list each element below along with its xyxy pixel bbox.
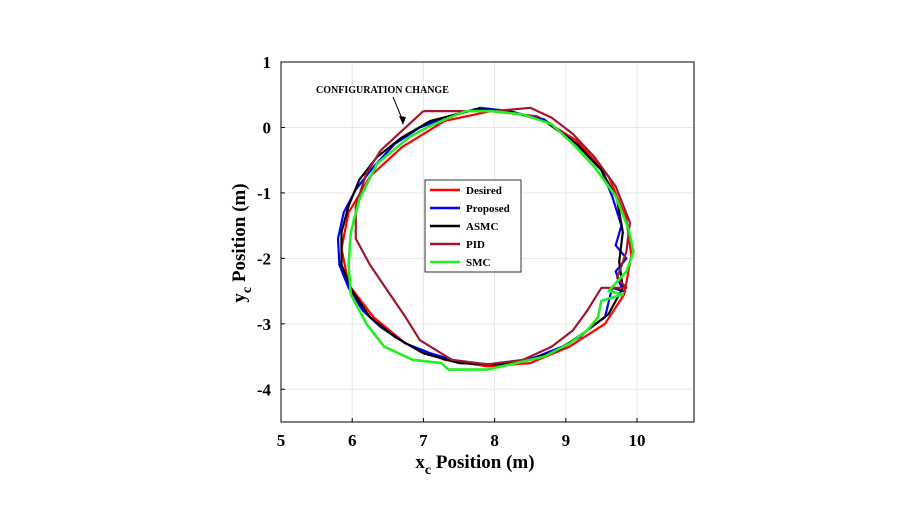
y-axis-label: yc Position (m) <box>229 183 255 302</box>
y-tick-label: -2 <box>257 249 271 268</box>
x-tick-label: 8 <box>490 431 499 450</box>
plot-frame <box>280 61 695 423</box>
legend-label-pid: PID <box>466 239 485 251</box>
legend-label-asmc: ASMC <box>466 221 498 233</box>
series-line-smc <box>347 109 635 371</box>
annotation-text: CONFIGURATION CHANGE <box>316 85 449 96</box>
legend-label-desired: Desired <box>466 185 502 197</box>
y-tick-label: 0 <box>263 118 272 137</box>
x-axis-label: xc Position (m) <box>415 452 534 478</box>
legend-label-smc: SMC <box>466 257 491 269</box>
x-tick-label: 6 <box>348 431 357 450</box>
y-tick-label: -3 <box>257 315 271 334</box>
annotation-arrowhead <box>399 116 406 125</box>
series-line-pid <box>354 106 632 366</box>
x-tick-label: 9 <box>562 431 571 450</box>
series-line-desired <box>340 110 633 368</box>
y-tick-label: 1 <box>263 53 272 72</box>
x-tick-label: 10 <box>629 431 646 450</box>
y-tick-label: -4 <box>257 380 272 399</box>
y-tick-label: -1 <box>257 184 271 203</box>
x-tick-label: 5 <box>277 431 286 450</box>
legend: Desired Proposed ASMC PID SMC <box>424 179 522 273</box>
legend-label-proposed: Proposed <box>466 203 510 215</box>
configuration-change-annotation: CONFIGURATION CHANGE <box>316 85 449 125</box>
series-layer <box>336 106 635 371</box>
x-tick-label: 7 <box>419 431 428 450</box>
